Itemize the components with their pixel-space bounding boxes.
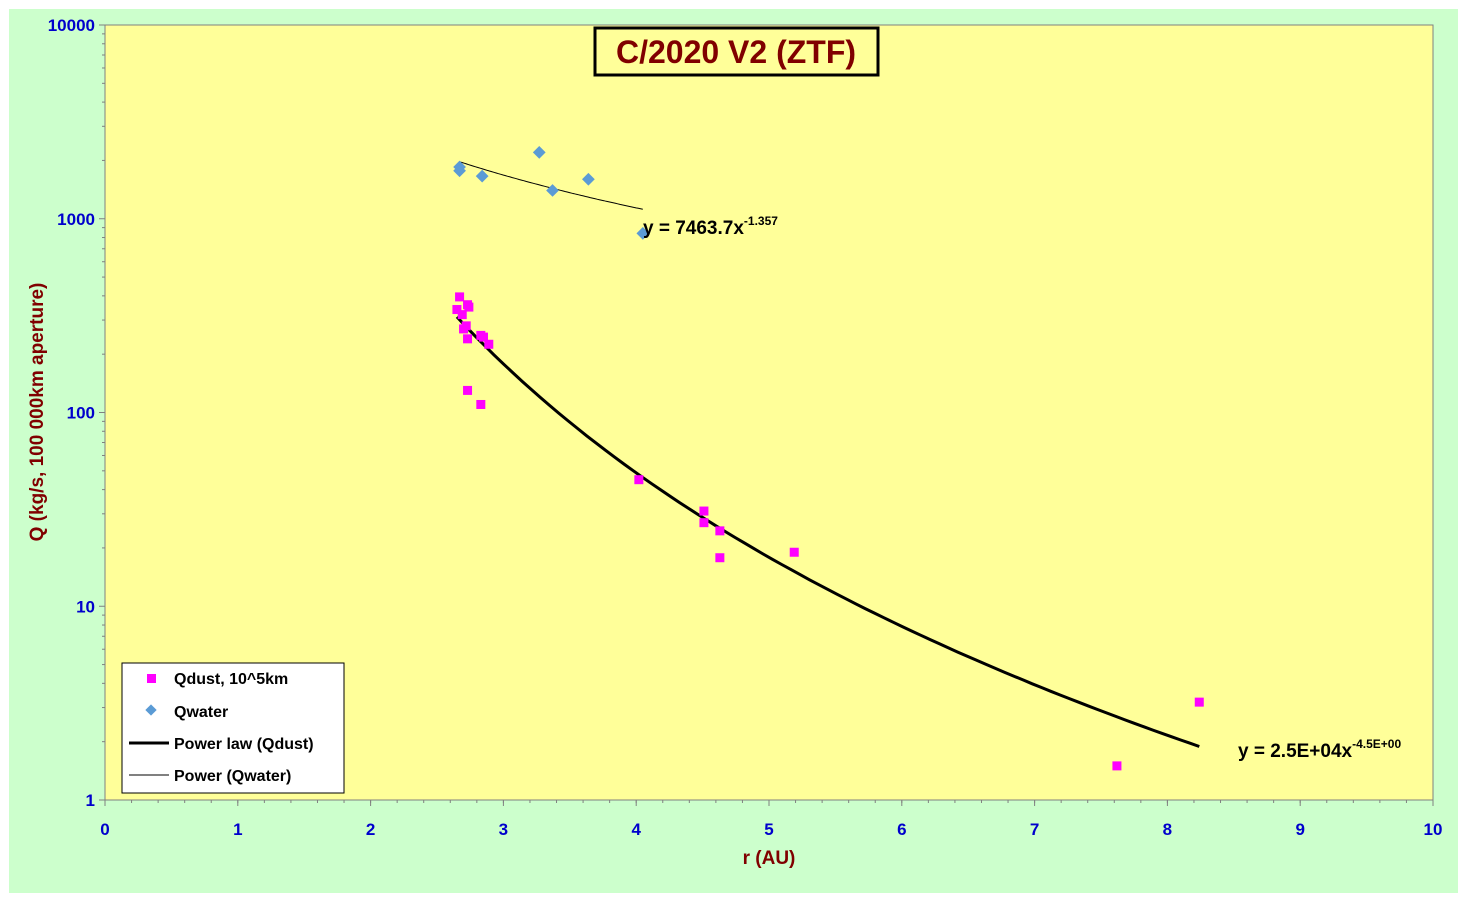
dust-data-point — [476, 399, 486, 409]
x-tick-label: 3 — [499, 820, 508, 839]
x-tick-label: 10 — [1424, 820, 1443, 839]
x-axis-title: r (AU) — [743, 848, 796, 869]
x-tick-label: 0 — [100, 820, 109, 839]
dust-data-point — [455, 292, 465, 302]
dust-equation: y = 2.5E+04x-4.5E+00 — [1238, 737, 1401, 762]
dust-data-point — [464, 302, 474, 312]
water-data-point — [475, 169, 489, 183]
water-data-point — [453, 164, 466, 178]
x-tick-label: 4 — [631, 820, 641, 839]
dust-data-point — [463, 334, 473, 344]
dust-data-point — [478, 332, 488, 342]
x-tick-label: 5 — [764, 820, 773, 839]
y-tick-label: 100 — [67, 404, 95, 423]
dust-data-point — [634, 475, 644, 485]
y-tick-label: 10 — [76, 597, 95, 616]
dust-data-point — [789, 547, 799, 557]
dust-data-point — [484, 339, 494, 349]
y-tick-label: 1000 — [57, 210, 95, 229]
dust-equation-main: y = 2.5E+04x — [1238, 741, 1353, 762]
dust-data-point — [1194, 697, 1204, 707]
chart-title-text: C/2020 V2 (ZTF) — [616, 34, 856, 70]
dust-equation-exponent: -4.5E+00 — [1352, 737, 1401, 751]
legend-dust-marker — [147, 674, 156, 683]
y-axis-title: Q (kg/s, 100 000km aperture) — [27, 283, 48, 542]
y-tick-label: 1 — [86, 791, 95, 810]
dust-data-point — [1112, 761, 1122, 771]
x-tick-label: 9 — [1295, 820, 1304, 839]
x-tick-label: 2 — [366, 820, 375, 839]
water-equation-exponent: -1.357 — [744, 214, 778, 228]
x-tick-label: 7 — [1030, 820, 1039, 839]
water-equation: y = 7463.7x-1.357 — [643, 214, 778, 239]
legend-box — [121, 662, 345, 794]
legend-dust-trend-label: Power law (Qdust) — [174, 736, 314, 753]
chart-title-box — [593, 26, 880, 77]
dust-data-point — [457, 310, 467, 320]
y-tick-label: 10000 — [48, 16, 95, 35]
water-equation-main: y = 7463.7x — [643, 218, 744, 239]
legend-water-label: Qwater — [174, 704, 228, 721]
x-tick-label: 6 — [897, 820, 906, 839]
dust-data-point — [699, 506, 709, 516]
legend-water-marker — [145, 704, 157, 716]
legend-dust-label: Qdust, 10^5km — [174, 671, 288, 688]
dust-data-point — [699, 518, 709, 528]
dust-data-point — [461, 321, 471, 331]
dust-data-point — [715, 526, 725, 536]
dust-data-point — [452, 305, 462, 315]
dust-data-point — [715, 553, 725, 563]
x-tick-label: 8 — [1163, 820, 1172, 839]
legend-water-trend-label: Power (Qwater) — [174, 768, 291, 785]
legend: Qdust, 10^5km Qwater Power law (Qdust) P… — [121, 662, 345, 794]
dust-power-trendline — [455, 315, 1200, 748]
dust-data-point — [463, 385, 473, 395]
x-tick-label: 1 — [233, 820, 242, 839]
chart-title: C/2020 V2 (ZTF) — [593, 26, 880, 77]
